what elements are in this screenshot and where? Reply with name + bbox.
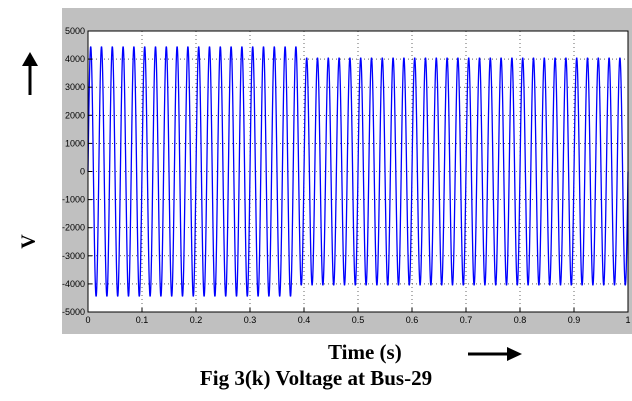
x-tick-label: 0.1 xyxy=(136,315,149,325)
y-tick-label: 2000 xyxy=(65,110,85,120)
figure-caption: Fig 3(k) Voltage at Bus-29 xyxy=(199,366,433,390)
x-tick-label: 0.4 xyxy=(298,315,311,325)
x-tick-label: 0.6 xyxy=(406,315,419,325)
series-line xyxy=(87,46,629,297)
y-tick-label: -2000 xyxy=(62,223,85,233)
y-tick-label: -4000 xyxy=(62,279,85,289)
y-tick-label: -3000 xyxy=(62,251,85,261)
y-tick-label: 4000 xyxy=(65,54,85,64)
y-axis-label: V xyxy=(17,234,40,249)
x-tick-label: 0.3 xyxy=(244,315,257,325)
up-arrow-icon xyxy=(22,52,38,95)
x-tick-label: 0.2 xyxy=(190,315,203,325)
y-tick-label: 0 xyxy=(80,167,85,177)
x-tick-label: 0 xyxy=(85,315,90,325)
x-tick-label: 0.8 xyxy=(514,315,527,325)
y-tick-label: 3000 xyxy=(65,82,85,92)
x-tick-label: 1 xyxy=(625,315,630,325)
y-tick-label: -5000 xyxy=(62,307,85,317)
y-tick-label: -1000 xyxy=(62,195,85,205)
plot-area: 0 0.1 0.2 0.3 0.4 0.5 0.6 0.7 0.8 0.9 1 5000 4000 300… xyxy=(62,26,631,325)
x-tick-label: 0.5 xyxy=(352,315,365,325)
right-arrow-icon xyxy=(468,347,522,361)
y-tick-label: 1000 xyxy=(65,138,85,148)
x-tick-label: 0.9 xyxy=(568,315,581,325)
x-axis-label: Time (s) xyxy=(328,340,402,364)
y-tick-label: 5000 xyxy=(65,26,85,36)
x-tick-label: 0.7 xyxy=(460,315,473,325)
